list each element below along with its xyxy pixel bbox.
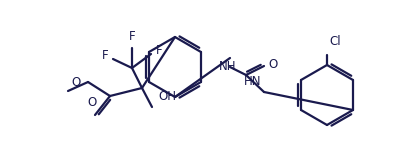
- Text: F: F: [101, 48, 108, 61]
- Text: HN: HN: [243, 75, 261, 88]
- Text: F: F: [129, 30, 135, 43]
- Text: O: O: [87, 96, 97, 109]
- Text: O: O: [268, 57, 277, 70]
- Text: NH: NH: [219, 60, 237, 73]
- Text: F: F: [156, 43, 163, 56]
- Text: Cl: Cl: [329, 35, 341, 48]
- Text: OH: OH: [158, 90, 176, 103]
- Text: O: O: [72, 75, 81, 89]
